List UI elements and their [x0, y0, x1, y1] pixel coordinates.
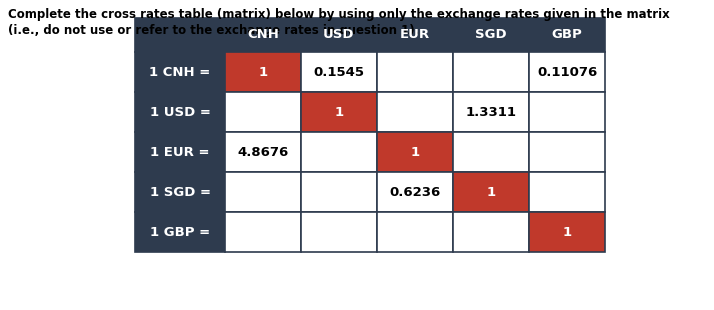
Text: 1: 1 [258, 65, 268, 78]
Bar [453, 52, 529, 92]
Text: 1 SGD =: 1 SGD = [149, 185, 211, 198]
Bar [301, 172, 377, 212]
Text: 1 USD =: 1 USD = [149, 105, 211, 118]
Bar [377, 132, 453, 172]
Bar [453, 18, 529, 52]
Bar [135, 212, 225, 252]
Bar [225, 92, 301, 132]
Bar [453, 92, 529, 132]
Bar [135, 18, 225, 52]
Bar [301, 92, 377, 132]
Bar [301, 212, 377, 252]
Bar [301, 52, 377, 92]
Bar [377, 172, 453, 212]
Bar [453, 212, 529, 252]
Text: 1: 1 [486, 185, 496, 198]
Bar [529, 212, 605, 252]
Text: 1: 1 [563, 225, 572, 238]
Bar [301, 132, 377, 172]
Bar [225, 132, 301, 172]
Text: 4.8676: 4.8676 [237, 145, 288, 158]
Bar [225, 18, 301, 52]
Bar [135, 172, 225, 212]
Bar [529, 18, 605, 52]
Bar [135, 92, 225, 132]
Bar [529, 92, 605, 132]
Text: USD: USD [323, 29, 355, 42]
Text: 1.3311: 1.3311 [466, 105, 516, 118]
Text: 1: 1 [411, 145, 420, 158]
Text: (i.e., do not use or refer to the exchange rates in question 1).: (i.e., do not use or refer to the exchan… [8, 24, 419, 37]
Text: CNH: CNH [247, 29, 279, 42]
Text: 1 EUR =: 1 EUR = [150, 145, 210, 158]
Bar [301, 18, 377, 52]
Bar [377, 212, 453, 252]
Bar [135, 132, 225, 172]
Text: 0.11076: 0.11076 [537, 65, 597, 78]
Text: 1: 1 [334, 105, 343, 118]
Bar [529, 52, 605, 92]
Bar [377, 52, 453, 92]
Text: 0.6236: 0.6236 [389, 185, 441, 198]
Text: 1 GBP =: 1 GBP = [150, 225, 210, 238]
Text: Complete the cross rates table (matrix) below by using only the exchange rates g: Complete the cross rates table (matrix) … [8, 8, 670, 21]
Text: 0.1545: 0.1545 [313, 65, 365, 78]
Text: GBP: GBP [552, 29, 583, 42]
Bar [453, 132, 529, 172]
Bar [377, 18, 453, 52]
Bar [529, 132, 605, 172]
Text: SGD: SGD [476, 29, 507, 42]
Bar [135, 52, 225, 92]
Text: EUR: EUR [400, 29, 430, 42]
Bar [225, 52, 301, 92]
Bar [453, 172, 529, 212]
Bar [377, 92, 453, 132]
Bar [529, 172, 605, 212]
Text: 1 CNH =: 1 CNH = [149, 65, 211, 78]
Bar [225, 212, 301, 252]
Bar [225, 172, 301, 212]
